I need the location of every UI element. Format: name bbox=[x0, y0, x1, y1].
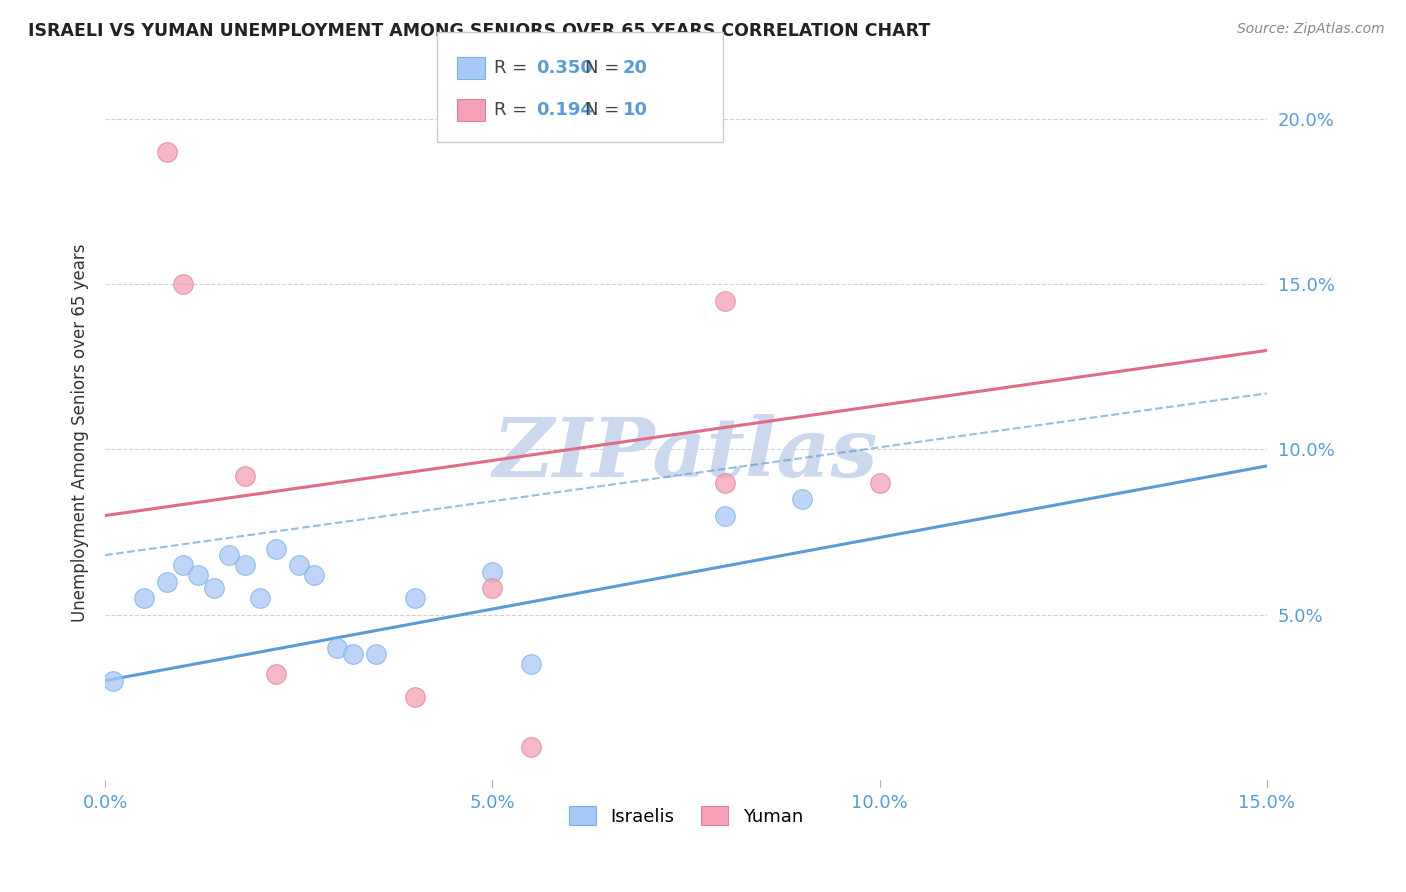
Point bbox=[264, 667, 287, 681]
Text: 0.350: 0.350 bbox=[536, 59, 592, 77]
Text: 20: 20 bbox=[623, 59, 648, 77]
Point bbox=[404, 591, 426, 605]
Point bbox=[264, 541, 287, 556]
Point bbox=[288, 558, 311, 572]
Legend: Israelis, Yuman: Israelis, Yuman bbox=[561, 799, 810, 833]
Point bbox=[218, 548, 240, 562]
Text: R =: R = bbox=[494, 101, 533, 119]
Point bbox=[304, 568, 326, 582]
Point bbox=[172, 277, 194, 292]
Point bbox=[520, 657, 543, 671]
Point bbox=[156, 145, 179, 160]
Point bbox=[249, 591, 271, 605]
Point bbox=[172, 558, 194, 572]
Point bbox=[202, 581, 225, 595]
Point bbox=[713, 475, 735, 490]
Point bbox=[366, 647, 388, 661]
Point bbox=[713, 508, 735, 523]
Point bbox=[342, 647, 364, 661]
Point bbox=[101, 673, 124, 688]
Point bbox=[481, 581, 503, 595]
Point bbox=[233, 469, 256, 483]
Point bbox=[326, 640, 349, 655]
Text: ZIPatlas: ZIPatlas bbox=[494, 414, 879, 494]
Point bbox=[481, 565, 503, 579]
Point bbox=[790, 491, 813, 506]
Text: 10: 10 bbox=[623, 101, 648, 119]
Text: N =: N = bbox=[585, 101, 624, 119]
Point bbox=[187, 568, 209, 582]
Point bbox=[156, 574, 179, 589]
Point bbox=[132, 591, 155, 605]
Point bbox=[233, 558, 256, 572]
Point bbox=[869, 475, 891, 490]
Point bbox=[404, 690, 426, 704]
Text: ISRAELI VS YUMAN UNEMPLOYMENT AMONG SENIORS OVER 65 YEARS CORRELATION CHART: ISRAELI VS YUMAN UNEMPLOYMENT AMONG SENI… bbox=[28, 22, 931, 40]
Text: R =: R = bbox=[494, 59, 533, 77]
Text: Source: ZipAtlas.com: Source: ZipAtlas.com bbox=[1237, 22, 1385, 37]
Text: 0.194: 0.194 bbox=[536, 101, 592, 119]
Point bbox=[713, 293, 735, 308]
Text: N =: N = bbox=[585, 59, 624, 77]
Y-axis label: Unemployment Among Seniors over 65 years: Unemployment Among Seniors over 65 years bbox=[72, 244, 89, 623]
Point bbox=[520, 739, 543, 754]
